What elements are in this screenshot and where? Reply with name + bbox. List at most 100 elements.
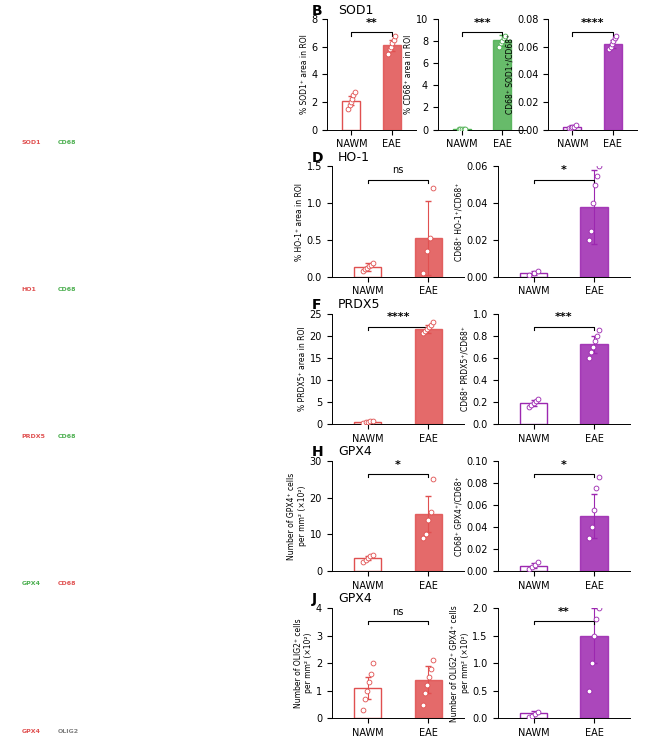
Text: A: A [10,15,19,28]
Text: ***: *** [473,18,491,28]
Text: EAE: EAE [254,316,267,322]
Text: H: H [312,445,324,459]
Point [526,400,536,411]
Point [347,93,358,105]
Text: OLIG2: OLIG2 [57,729,79,734]
Point [527,710,538,721]
Bar [415,238,442,277]
Text: EAE: EAE [254,464,267,470]
Text: NAWM: NAWM [100,22,122,28]
Point [528,267,539,279]
Point [424,232,435,244]
Point [346,96,356,107]
Point [363,552,373,565]
Point [524,711,534,723]
Text: GPX4: GPX4 [338,592,372,606]
Point [365,259,376,271]
Point [358,704,369,716]
Y-axis label: CD68⁺ SOD1⁺/CD68⁺: CD68⁺ SOD1⁺/CD68⁺ [505,35,514,114]
Text: CD68: CD68 [57,434,76,439]
Point [590,179,600,191]
Point [420,325,430,337]
Text: *: * [395,459,401,470]
Point [589,505,599,517]
Point [533,706,543,718]
Point [422,679,432,691]
Y-axis label: % SOD1⁺ area in ROI: % SOD1⁺ area in ROI [300,35,309,114]
Text: EAE: EAE [254,169,267,175]
Text: SOD1: SOD1 [338,4,373,17]
Point [425,506,436,518]
Point [360,554,370,566]
Bar [354,559,382,571]
Point [365,415,376,427]
Text: GPX4: GPX4 [21,729,40,734]
Text: NAWM: NAWM [100,169,122,175]
Text: EAE: EAE [254,22,267,28]
Point [364,261,374,272]
Text: I: I [10,604,14,617]
Y-axis label: Number of GPX4⁺ cells
per mm² (×10²): Number of GPX4⁺ cells per mm² (×10²) [287,473,307,559]
Point [524,402,534,414]
Point [360,693,370,705]
Text: *: * [561,165,567,175]
Point [418,698,428,710]
Point [571,119,581,131]
Point [389,29,400,41]
Text: ***: *** [555,312,573,322]
Point [424,321,434,333]
Point [387,37,397,49]
Point [350,86,360,98]
Point [586,657,597,669]
Point [384,48,394,60]
Point [495,38,506,49]
Point [363,416,373,428]
Point [528,397,539,409]
Point [343,103,354,115]
Text: F: F [312,298,322,312]
Point [593,160,604,172]
Point [524,269,534,281]
Point [348,89,359,101]
Point [589,629,599,641]
Bar [520,565,547,571]
Bar [354,422,382,424]
Point [584,532,594,544]
Text: G: G [10,456,20,470]
Bar [415,514,442,571]
Point [530,559,541,570]
Point [418,267,428,279]
Point [608,35,618,47]
Text: ****: **** [581,18,604,28]
Point [531,395,541,407]
Point [420,687,430,699]
Point [367,657,378,669]
Point [367,415,378,427]
Point [607,38,618,50]
Point [360,417,370,428]
Text: SOD1: SOD1 [21,140,41,145]
Point [567,121,578,132]
Bar [564,127,582,130]
Point [458,123,469,135]
Point [358,556,369,568]
Point [360,263,370,275]
Y-axis label: CD68⁺ PRDX5⁺/CD68⁺: CD68⁺ PRDX5⁺/CD68⁺ [461,326,470,411]
Point [586,521,597,533]
Point [454,124,464,135]
Point [367,258,378,269]
Point [593,472,604,484]
Text: CD68: CD68 [57,287,76,292]
Point [606,40,616,53]
Point [610,29,621,41]
Point [499,32,509,44]
Point [533,266,543,277]
Text: GPX4: GPX4 [21,581,40,587]
Point [584,352,594,364]
Bar [354,688,382,718]
Point [564,122,575,134]
Point [418,328,428,339]
Point [593,602,604,614]
Point [530,708,541,720]
Text: C: C [10,162,19,175]
